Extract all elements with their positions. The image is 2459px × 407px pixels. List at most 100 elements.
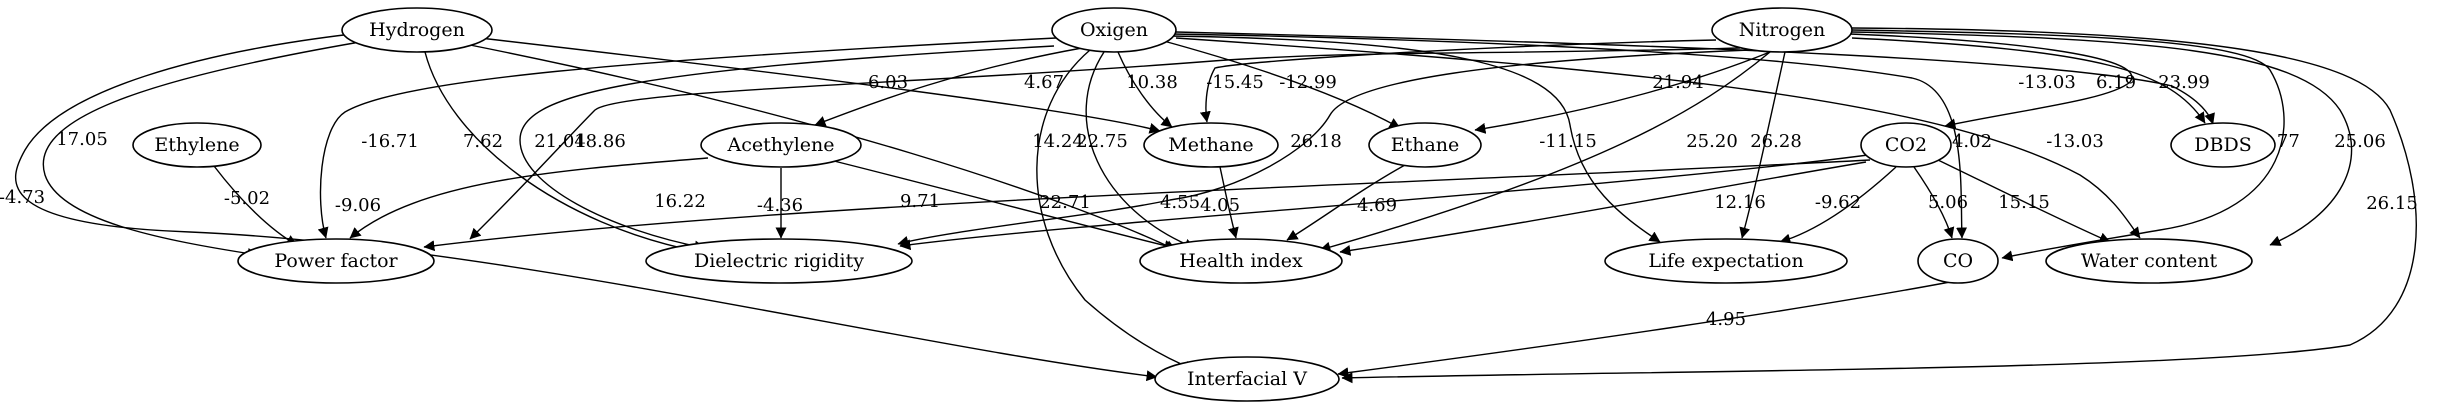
edge-co2-to-life-expectation: [1779, 166, 1897, 245]
node-ellipse-dbds: [2170, 122, 2276, 168]
edge-ethylene-to-power-factor: [213, 165, 298, 246]
node-ellipse-oxigen: [1051, 7, 1177, 53]
edge-co2-to-co: [1913, 166, 1955, 239]
node-co2: CO2: [1860, 122, 1952, 168]
edge-nitrogen-to-interfacial-v: [1341, 27, 2417, 384]
node-methane: Methane: [1143, 122, 1279, 168]
edge-oxigen-to-dielectric-rigidity: [519, 45, 1055, 252]
edge-oxigen-to-co: [1171, 33, 1968, 239]
node-label-oxigen: Oxigen: [1080, 19, 1148, 41]
edge-nitrogen-to-power-factor: [469, 47, 1741, 240]
edge-label-co-to-interfacial-v: 4.95: [1706, 309, 1746, 330]
node-ellipse-co2: [1860, 122, 1952, 168]
edge-label-nitrogen-to-health-index: 25.20: [1686, 131, 1738, 152]
edge-label-nitrogen-to-water-content: 25.06: [2334, 131, 2386, 152]
node-ellipse-nitrogen: [1711, 7, 1853, 53]
node-label-hydrogen: Hydrogen: [369, 19, 465, 41]
edge-nitrogen-to-dielectric-rigidity: [897, 49, 1751, 247]
edge-ethane-to-health-index: [1286, 164, 1406, 241]
node-label-co2: CO2: [1885, 134, 1927, 156]
node-ellipse-acethylene: [700, 122, 862, 168]
edge-label-hydrogen-to-health-index: 14.24: [1032, 131, 1084, 152]
edge-oxigen-to-dbds: [1175, 31, 2215, 125]
edge-oxigen-to-acethylene: [814, 47, 1083, 127]
edge-label-nitrogen-to-dielectric-rigidity: 26.18: [1290, 131, 1342, 152]
edge-label-co2-to-health-index: 12.16: [1714, 192, 1766, 213]
edge-nitrogen-to-methane: [1199, 39, 1717, 123]
edge-label-oxigen-to-dbds: -13.03: [2018, 72, 2076, 93]
edge-label-oxigen-to-life-expectation: -11.15: [1539, 131, 1597, 152]
node-ethylene: Ethylene: [132, 122, 262, 168]
edge-label-co2-to-co: 5.06: [1928, 192, 1968, 213]
node-label-acethylene: Acethylene: [726, 134, 834, 156]
node-oxigen: Oxigen: [1051, 7, 1177, 53]
node-label-dbds: DBDS: [2194, 134, 2251, 156]
edge-label-oxigen-to-methane: 10.38: [1126, 72, 1178, 93]
node-hydrogen: Hydrogen: [341, 7, 493, 53]
edge-label-acethylene-to-health-index: 9.71: [900, 191, 940, 212]
node-label-power-factor: Power factor: [274, 250, 398, 272]
node-label-interfacial-v: Interfacial V: [1187, 368, 1307, 390]
node-life-expectation: Life expectation: [1604, 238, 1848, 284]
node-nitrogen: Nitrogen: [1711, 7, 1853, 53]
edge-label-acethylene-to-power-factor: -9.06: [335, 195, 381, 216]
edge-co2-to-water-content: [1937, 159, 2111, 243]
edge-label-nitrogen-to-dbds: 23.99: [2158, 72, 2210, 93]
node-co: CO: [1917, 238, 1999, 284]
node-ellipse-co: [1917, 238, 1999, 284]
edge-oxigen-to-health-index: [1085, 51, 1196, 250]
edge-oxigen-to-methane: [1117, 51, 1173, 128]
node-label-co: CO: [1943, 250, 1973, 272]
node-label-methane: Methane: [1168, 134, 1253, 156]
node-ellipse-life-expectation: [1604, 238, 1848, 284]
node-ellipse-dielectric-rigidity: [645, 238, 913, 284]
node-dielectric-rigidity: Dielectric rigidity: [645, 238, 913, 284]
node-ellipse-water-content: [2045, 238, 2253, 284]
node-ellipse-hydrogen: [341, 7, 493, 53]
node-power-factor: Power factor: [237, 238, 435, 284]
edge-oxigen-to-interfacial-v: [1036, 49, 1196, 372]
edge-label-nitrogen-to-life-expectation: 26.28: [1750, 131, 1802, 152]
node-label-life-expectation: Life expectation: [1648, 250, 1803, 272]
edge-label-co2-to-life-expectation: -9.62: [1815, 192, 1861, 213]
edge-oxigen-to-water-content: [1175, 37, 2141, 239]
node-ellipse-ethane: [1368, 122, 1482, 168]
edge-label-oxigen-to-ethane: -12.99: [1279, 72, 1337, 93]
edge-label-nitrogen-to-interfacial-v: 26.15: [2366, 193, 2418, 214]
edge-co2-to-power-factor: [423, 159, 1871, 252]
node-label-dielectric-rigidity: Dielectric rigidity: [694, 250, 864, 272]
edge-label-nitrogen-to-methane: -15.45: [1206, 72, 1264, 93]
edge-acethylene-to-power-factor: [349, 157, 709, 239]
edge-label-nitrogen-to-power-factor: 18.86: [574, 131, 626, 152]
edge-label-acethylene-to-dielectric-rigidity: -4.36: [757, 195, 803, 216]
edge-label-oxigen-to-water-content: -13.03: [2046, 131, 2104, 152]
node-label-nitrogen: Nitrogen: [1739, 19, 1826, 41]
node-health-index: Health index: [1139, 238, 1343, 284]
node-ellipse-interfacial-v: [1154, 356, 1340, 402]
edge-nitrogen-to-co2: [1849, 33, 2133, 130]
node-label-ethane: Ethane: [1391, 134, 1460, 156]
edge-label-hydrogen-to-interfacial-v: -4.73: [0, 187, 45, 208]
edge-label-oxigen-to-health-index: 22.75: [1076, 131, 1128, 152]
edge-label-oxigen-to-power-factor: -16.71: [361, 131, 419, 152]
edge-label-nitrogen-to-ethane: 21.94: [1652, 72, 1704, 93]
edge-nitrogen-to-dbds: [1851, 37, 2206, 124]
edge-label-nitrogen-to-co2: 6.19: [2096, 72, 2136, 93]
node-water-content: Water content: [2045, 238, 2253, 284]
edge-nitrogen-to-ethane: [1474, 51, 1771, 134]
edge-label-ethane-to-health-index: 4.69: [1357, 195, 1397, 216]
edge-hydrogen-to-interfacial-v: [14, 33, 1158, 382]
edge-oxigen-to-power-factor: [317, 37, 1057, 239]
edge-label-oxigen-to-interfacial-v: 22.71: [1039, 192, 1091, 213]
edge-co2-to-health-index: [1339, 161, 1867, 256]
node-ethane: Ethane: [1368, 122, 1482, 168]
node-dbds: DBDS: [2170, 122, 2276, 168]
node-label-health-index: Health index: [1179, 250, 1303, 272]
edge-hydrogen-to-power-factor: [42, 41, 361, 259]
node-ellipse-methane: [1143, 122, 1279, 168]
node-label-water-content: Water content: [2081, 250, 2218, 272]
edge-label-ethylene-to-power-factor: -5.02: [224, 188, 270, 209]
edge-co-to-interfacial-v: [1337, 281, 1951, 379]
edge-label-methane-to-health-index: 4.05: [1200, 195, 1240, 216]
